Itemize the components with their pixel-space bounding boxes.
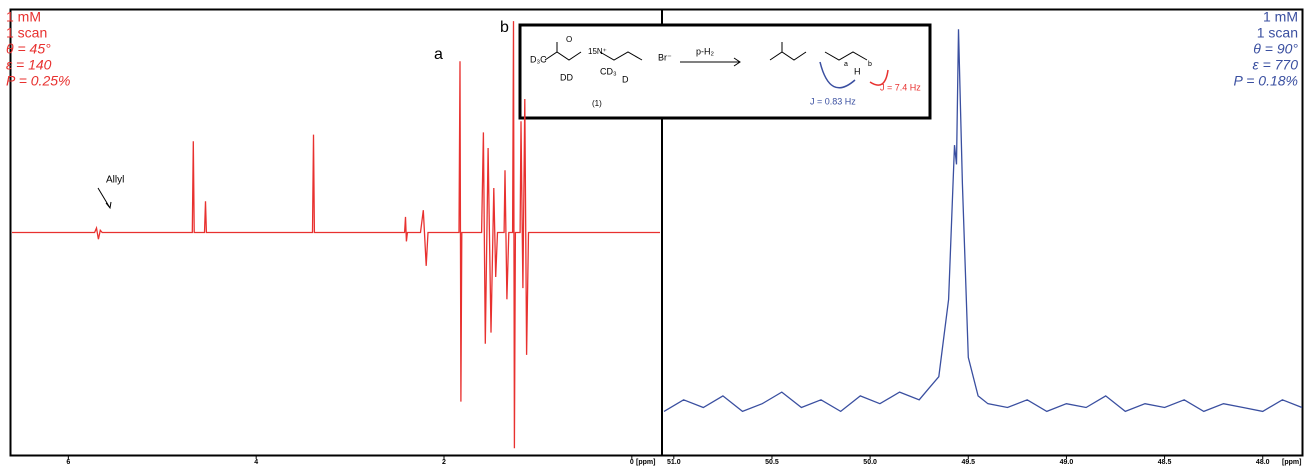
annotation: 1 scan bbox=[6, 25, 47, 41]
x-tick-label: 48.5 bbox=[1158, 459, 1172, 466]
annotation: θ = 90° bbox=[1253, 41, 1298, 57]
x-tick-label: 50.5 bbox=[765, 459, 779, 466]
scheme-label: DD bbox=[560, 72, 573, 82]
peak-label: a bbox=[434, 46, 443, 63]
annotation: P = 0.25% bbox=[6, 73, 70, 89]
annotation: θ = 45° bbox=[6, 41, 51, 57]
annotation: 1 mM bbox=[1263, 9, 1298, 25]
scheme-label: H bbox=[854, 66, 861, 76]
peak-label: b bbox=[500, 19, 509, 36]
x-tick-label: 51.0 bbox=[667, 459, 681, 466]
scheme-label: a bbox=[844, 61, 848, 68]
x-tick-label: 49.0 bbox=[1060, 459, 1074, 466]
spectrum bbox=[663, 29, 1303, 413]
scheme-label: (1) bbox=[592, 99, 602, 108]
annotation: P = 0.18% bbox=[1234, 73, 1298, 89]
x-tick-label: 2 bbox=[442, 459, 446, 466]
frame bbox=[9, 8, 1304, 457]
scheme-box bbox=[518, 23, 932, 120]
scheme-label: D bbox=[622, 74, 629, 84]
x-tick-label: 4 bbox=[254, 459, 258, 466]
structure-1 bbox=[544, 42, 643, 61]
scheme-label: b bbox=[868, 61, 872, 68]
x-tick-label: 48.0 bbox=[1256, 459, 1270, 466]
annotation: ε = 770 bbox=[1253, 57, 1299, 73]
x-tick-label: 49.5 bbox=[961, 459, 975, 466]
coupling-arc bbox=[869, 69, 889, 86]
scheme-label: D₃C bbox=[530, 54, 547, 64]
spectrum bbox=[12, 21, 660, 449]
structure-2 bbox=[769, 42, 868, 61]
x-tick-label: 50.0 bbox=[863, 459, 877, 466]
coupling-arc bbox=[819, 61, 856, 89]
x-axis-label: [ppm] bbox=[636, 459, 655, 466]
arrow-head bbox=[733, 57, 741, 67]
scheme-label: Br⁻ bbox=[658, 52, 672, 62]
annotation: ε = 140 bbox=[6, 57, 52, 73]
peak-label: Allyl bbox=[106, 175, 124, 186]
scheme-label: J = 0.83 Hz bbox=[810, 96, 856, 106]
allyl-arrow bbox=[97, 187, 112, 210]
scheme-label: J = 7.4 Hz bbox=[880, 82, 921, 92]
x-axis-label: [ppm] bbox=[1282, 459, 1301, 466]
x-tick-label: 6 bbox=[66, 459, 70, 466]
scheme-label: 15N⁺ bbox=[588, 47, 607, 56]
annotation: 1 mM bbox=[6, 9, 41, 25]
x-tick-label: 0 bbox=[630, 459, 634, 466]
scheme-label: O bbox=[566, 35, 572, 44]
scheme-label: CD₃ bbox=[600, 66, 617, 76]
scheme-label: p-H₂ bbox=[696, 46, 715, 56]
annotation: 1 scan bbox=[1257, 25, 1298, 41]
